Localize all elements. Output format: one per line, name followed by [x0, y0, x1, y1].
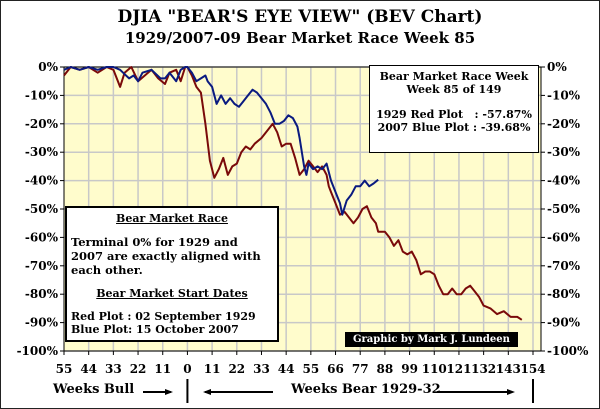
x-tick-label: 132 [471, 362, 496, 376]
y-tick-label-right: 0% [547, 60, 567, 74]
x-tick-label: 22 [130, 362, 147, 376]
race-week-heading: Bear Market Race Week [379, 70, 529, 83]
x-tick-label: 33 [105, 362, 122, 376]
x-tick-label: 44 [80, 362, 97, 376]
x-tick-label: 77 [352, 362, 369, 376]
y-tick-label-left: -10% [25, 88, 59, 102]
blue-plot-value: 2007 Blue Plot : -39.68% [377, 121, 531, 134]
x-tick-label: 143 [496, 362, 521, 376]
x-tick-label: 11 [204, 362, 221, 376]
y-tick-label-left: -100% [17, 344, 59, 358]
x-tick-label: 121 [446, 362, 471, 376]
y-tick-label-right: -10% [547, 88, 581, 102]
x-tick-label: 0 [183, 362, 191, 376]
y-tick-label-right: -100% [547, 344, 589, 358]
y-tick-label-right: -80% [547, 287, 581, 301]
race-text: Terminal 0% for 1929 and 2007 are exactl… [71, 235, 261, 277]
y-tick-label-left: -70% [25, 259, 59, 273]
y-tick-label-left: -40% [25, 174, 59, 188]
start-dates-heading: Bear Market Start Dates [96, 287, 248, 300]
x-tick-label: 44 [278, 362, 295, 376]
x-tick-label: 88 [377, 362, 394, 376]
bull-arrow-head [165, 389, 173, 395]
y-tick-label-right: -20% [547, 117, 581, 131]
bear-arrow-left-head [203, 389, 211, 395]
race-info-box: Bear Market Race Terminal 0% for 1929 an… [65, 206, 279, 342]
y-tick-label-right: -30% [547, 145, 581, 159]
blue-start-date: Blue Plot: 15 October 2007 [71, 323, 239, 336]
y-tick-label-left: -50% [25, 202, 59, 216]
y-tick-label-left: -60% [25, 230, 59, 244]
x-tick-label: 55 [56, 362, 73, 376]
bear-arrow-right-head [507, 389, 515, 395]
y-tick-label-left: -20% [25, 117, 59, 131]
y-tick-label-right: -60% [547, 230, 581, 244]
x-tick-label: 55 [302, 362, 319, 376]
race-week-box: Bear Market Race Week Week 85 of 149 192… [369, 65, 539, 153]
x-tick-label: 22 [228, 362, 245, 376]
red-start-date: Red Plot : 02 September 1929 [71, 310, 256, 323]
x-tick-label: 66 [327, 362, 344, 376]
race-week-count: Week 85 of 149 [406, 83, 502, 96]
y-tick-label-right: -50% [547, 202, 581, 216]
y-tick-label-left: -30% [25, 145, 59, 159]
series-line-2007 [63, 66, 379, 216]
y-tick-label-right: -70% [547, 259, 581, 273]
x-tick-label: 11 [154, 362, 171, 376]
red-plot-value: 1929 Red Plot : -57.87% [376, 108, 532, 121]
credit-label: Graphic by Mark J. Lundeen [345, 332, 518, 347]
x-tick-label: 154 [520, 362, 545, 376]
x-label-bear: Weeks Bear 1929-32 [291, 382, 441, 397]
series-line-1929 [63, 66, 523, 321]
x-tick-label: 33 [253, 362, 270, 376]
chart-subtitle: 1929/2007-09 Bear Market Race Week 85 [124, 29, 476, 47]
y-tick-label-left: 0% [38, 60, 58, 74]
y-tick-label-left: -90% [25, 316, 59, 330]
chart-title: DJIA "BEAR'S EYE VIEW" (BEV Chart) [117, 7, 483, 27]
x-tick-label: 110 [422, 362, 447, 376]
y-tick-label-right: -40% [547, 174, 581, 188]
race-heading: Bear Market Race [116, 212, 228, 225]
y-tick-label-right: -90% [547, 316, 581, 330]
x-tick-label: 99 [401, 362, 418, 376]
x-label-bull: Weeks Bull [53, 382, 135, 397]
y-tick-label-left: -80% [25, 287, 59, 301]
